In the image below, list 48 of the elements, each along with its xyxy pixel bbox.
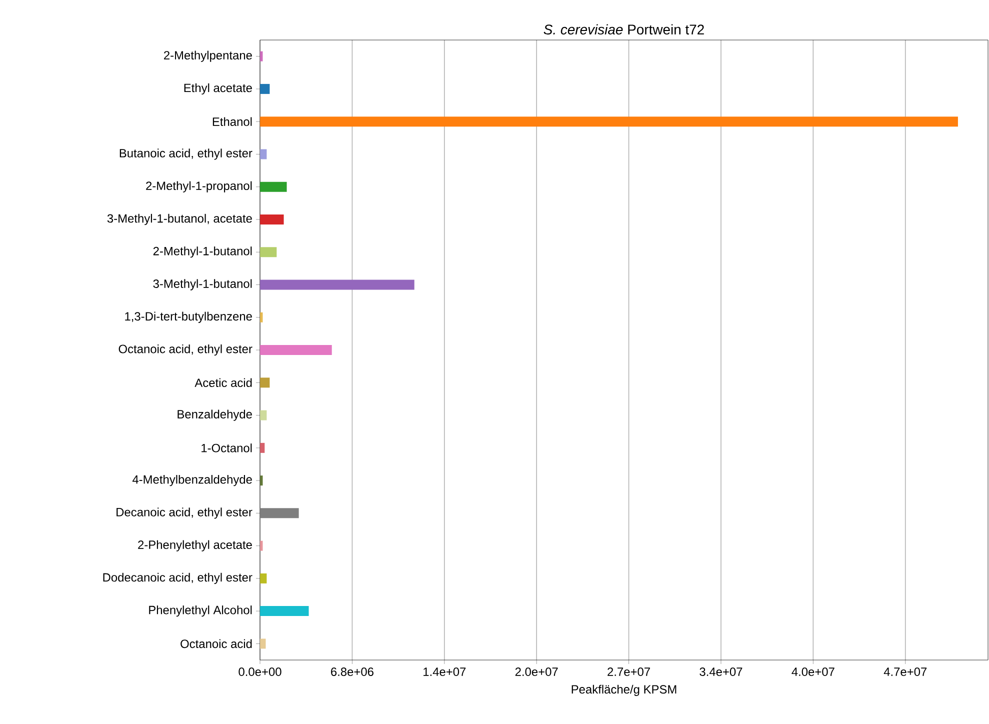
y-tick-label: 1,3-Di-tert-butylbenzene	[125, 312, 252, 323]
bar	[260, 638, 266, 649]
bar	[260, 476, 263, 486]
y-tick-label: Ethyl acetate	[184, 83, 252, 95]
bar	[260, 378, 270, 388]
y-tick-label: Dodecanoic acid, ethyl ester	[103, 572, 252, 584]
bar	[260, 573, 267, 584]
chart-title: S. cerevisiae Portwein t72	[544, 24, 704, 35]
y-tick-label: 2-Methyl-1-propanol	[146, 181, 252, 192]
bar	[260, 540, 263, 551]
bar	[260, 442, 265, 453]
y-tick-label: Decanoic acid, ethyl ester	[116, 508, 252, 519]
bar	[260, 182, 287, 192]
y-tick-label: 2-Methyl-1-butanol	[153, 246, 252, 258]
y-tick-label: Phenylethyl Alcohol	[149, 605, 252, 617]
y-tick-label: Octanoic acid, ethyl ester	[118, 344, 252, 356]
y-tick-label: 2-Phenylethyl acetate	[138, 540, 252, 552]
bar	[260, 149, 267, 160]
x-tick-label: 2.0e+07	[515, 668, 558, 676]
y-tick-label: 3-Methyl-1-butanol	[153, 279, 252, 290]
x-tick-label: 0.0e+00	[238, 668, 282, 676]
bar	[260, 410, 267, 420]
x-tick-label: 2.7e+07	[608, 668, 650, 676]
y-tick-label: 1-Octanol	[202, 444, 252, 452]
x-tick-label: 4.0e+07	[792, 668, 834, 676]
x-axis-title: Peakfläche/g KPSM	[572, 684, 676, 696]
y-tick-label: 4-Methylbenzaldehyde	[132, 474, 252, 486]
y-tick-label: 2-Methylpentane	[164, 50, 252, 62]
bar	[260, 606, 309, 616]
x-tick-label: 6.8e+06	[331, 668, 374, 676]
x-tick-label: 4.7e+07	[884, 668, 927, 676]
x-tick-label: 3.4e+07	[700, 668, 742, 676]
y-tick-label: Acetic acid	[194, 378, 252, 388]
y-tick-label: Ethanol	[212, 117, 252, 126]
bar	[260, 247, 277, 258]
bar	[260, 312, 263, 322]
bar	[260, 116, 958, 127]
y-tick-label: Butanoic acid, ethyl ester	[120, 148, 252, 160]
bar	[260, 84, 270, 94]
bar	[260, 51, 263, 62]
bar	[260, 280, 414, 290]
y-tick-label: 3-Methyl-1-butanol, acetate	[107, 214, 252, 226]
y-tick-label: Octanoic acid	[180, 639, 252, 648]
bar	[260, 508, 299, 518]
x-tick-label: 1.4e+07	[424, 668, 466, 676]
bar	[260, 214, 284, 224]
bar	[260, 345, 332, 356]
y-tick-label: Benzaldehyde	[178, 410, 252, 421]
